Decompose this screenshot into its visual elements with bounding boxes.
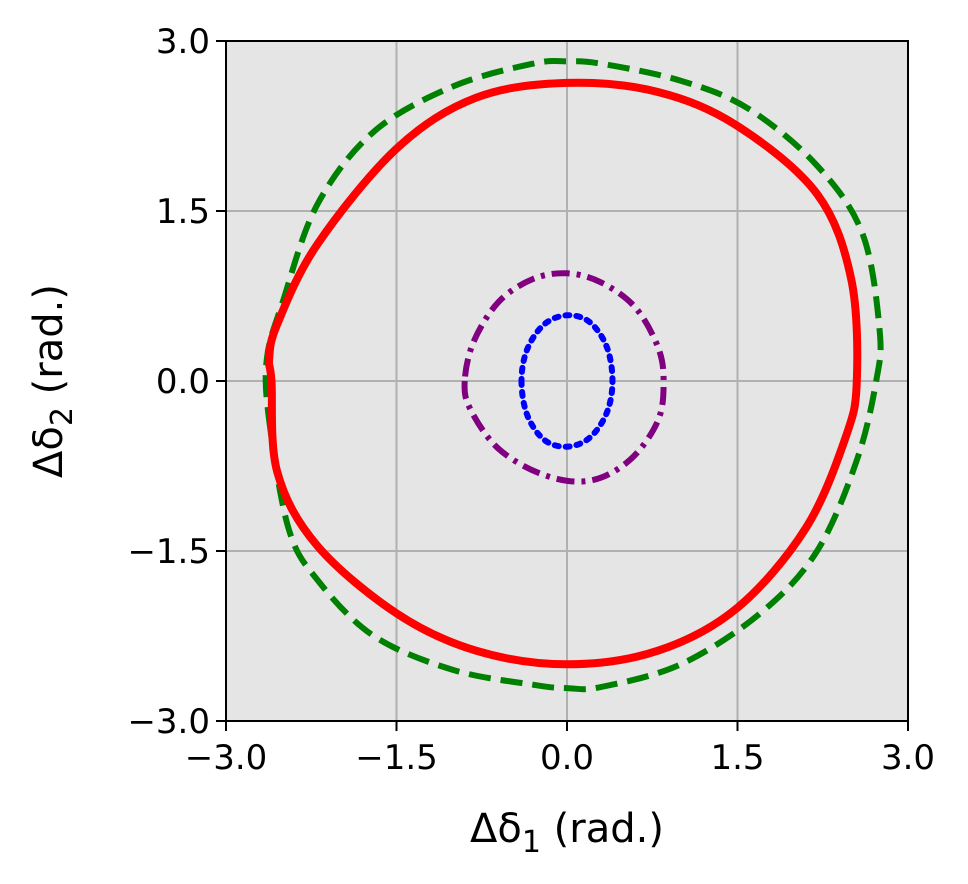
y-tick-label: −1.5 — [127, 532, 210, 572]
series-curve-dashdot — [461, 270, 667, 485]
series-curve-dotted — [518, 312, 616, 450]
x-tick-label: 1.5 — [710, 738, 764, 778]
x-tick-labels: −3.0 −1.5 0.0 1.5 3.0 — [185, 738, 935, 778]
x-tick-label: 0.0 — [540, 738, 594, 778]
y-tick-label: −3.0 — [127, 702, 210, 742]
y-tick-label: 3.0 — [156, 22, 210, 62]
x-tick-label: 3.0 — [881, 738, 935, 778]
tick-marks — [216, 40, 909, 731]
x-tick-label: −1.5 — [355, 738, 438, 778]
y-tick-labels: −3.0 −1.5 0.0 1.5 3.0 — [127, 22, 210, 742]
series-layer — [262, 57, 884, 693]
y-axis-label: Δδ2 (rad.) — [26, 284, 80, 478]
x-tick-label: −3.0 — [185, 738, 268, 778]
series-curve-dashed — [262, 57, 884, 693]
x-axis-label: Δδ1 (rad.) — [470, 806, 664, 860]
y-tick-label: 1.5 — [156, 192, 210, 232]
series-curve-solid — [264, 78, 862, 669]
y-tick-label: 0.0 — [156, 362, 210, 402]
